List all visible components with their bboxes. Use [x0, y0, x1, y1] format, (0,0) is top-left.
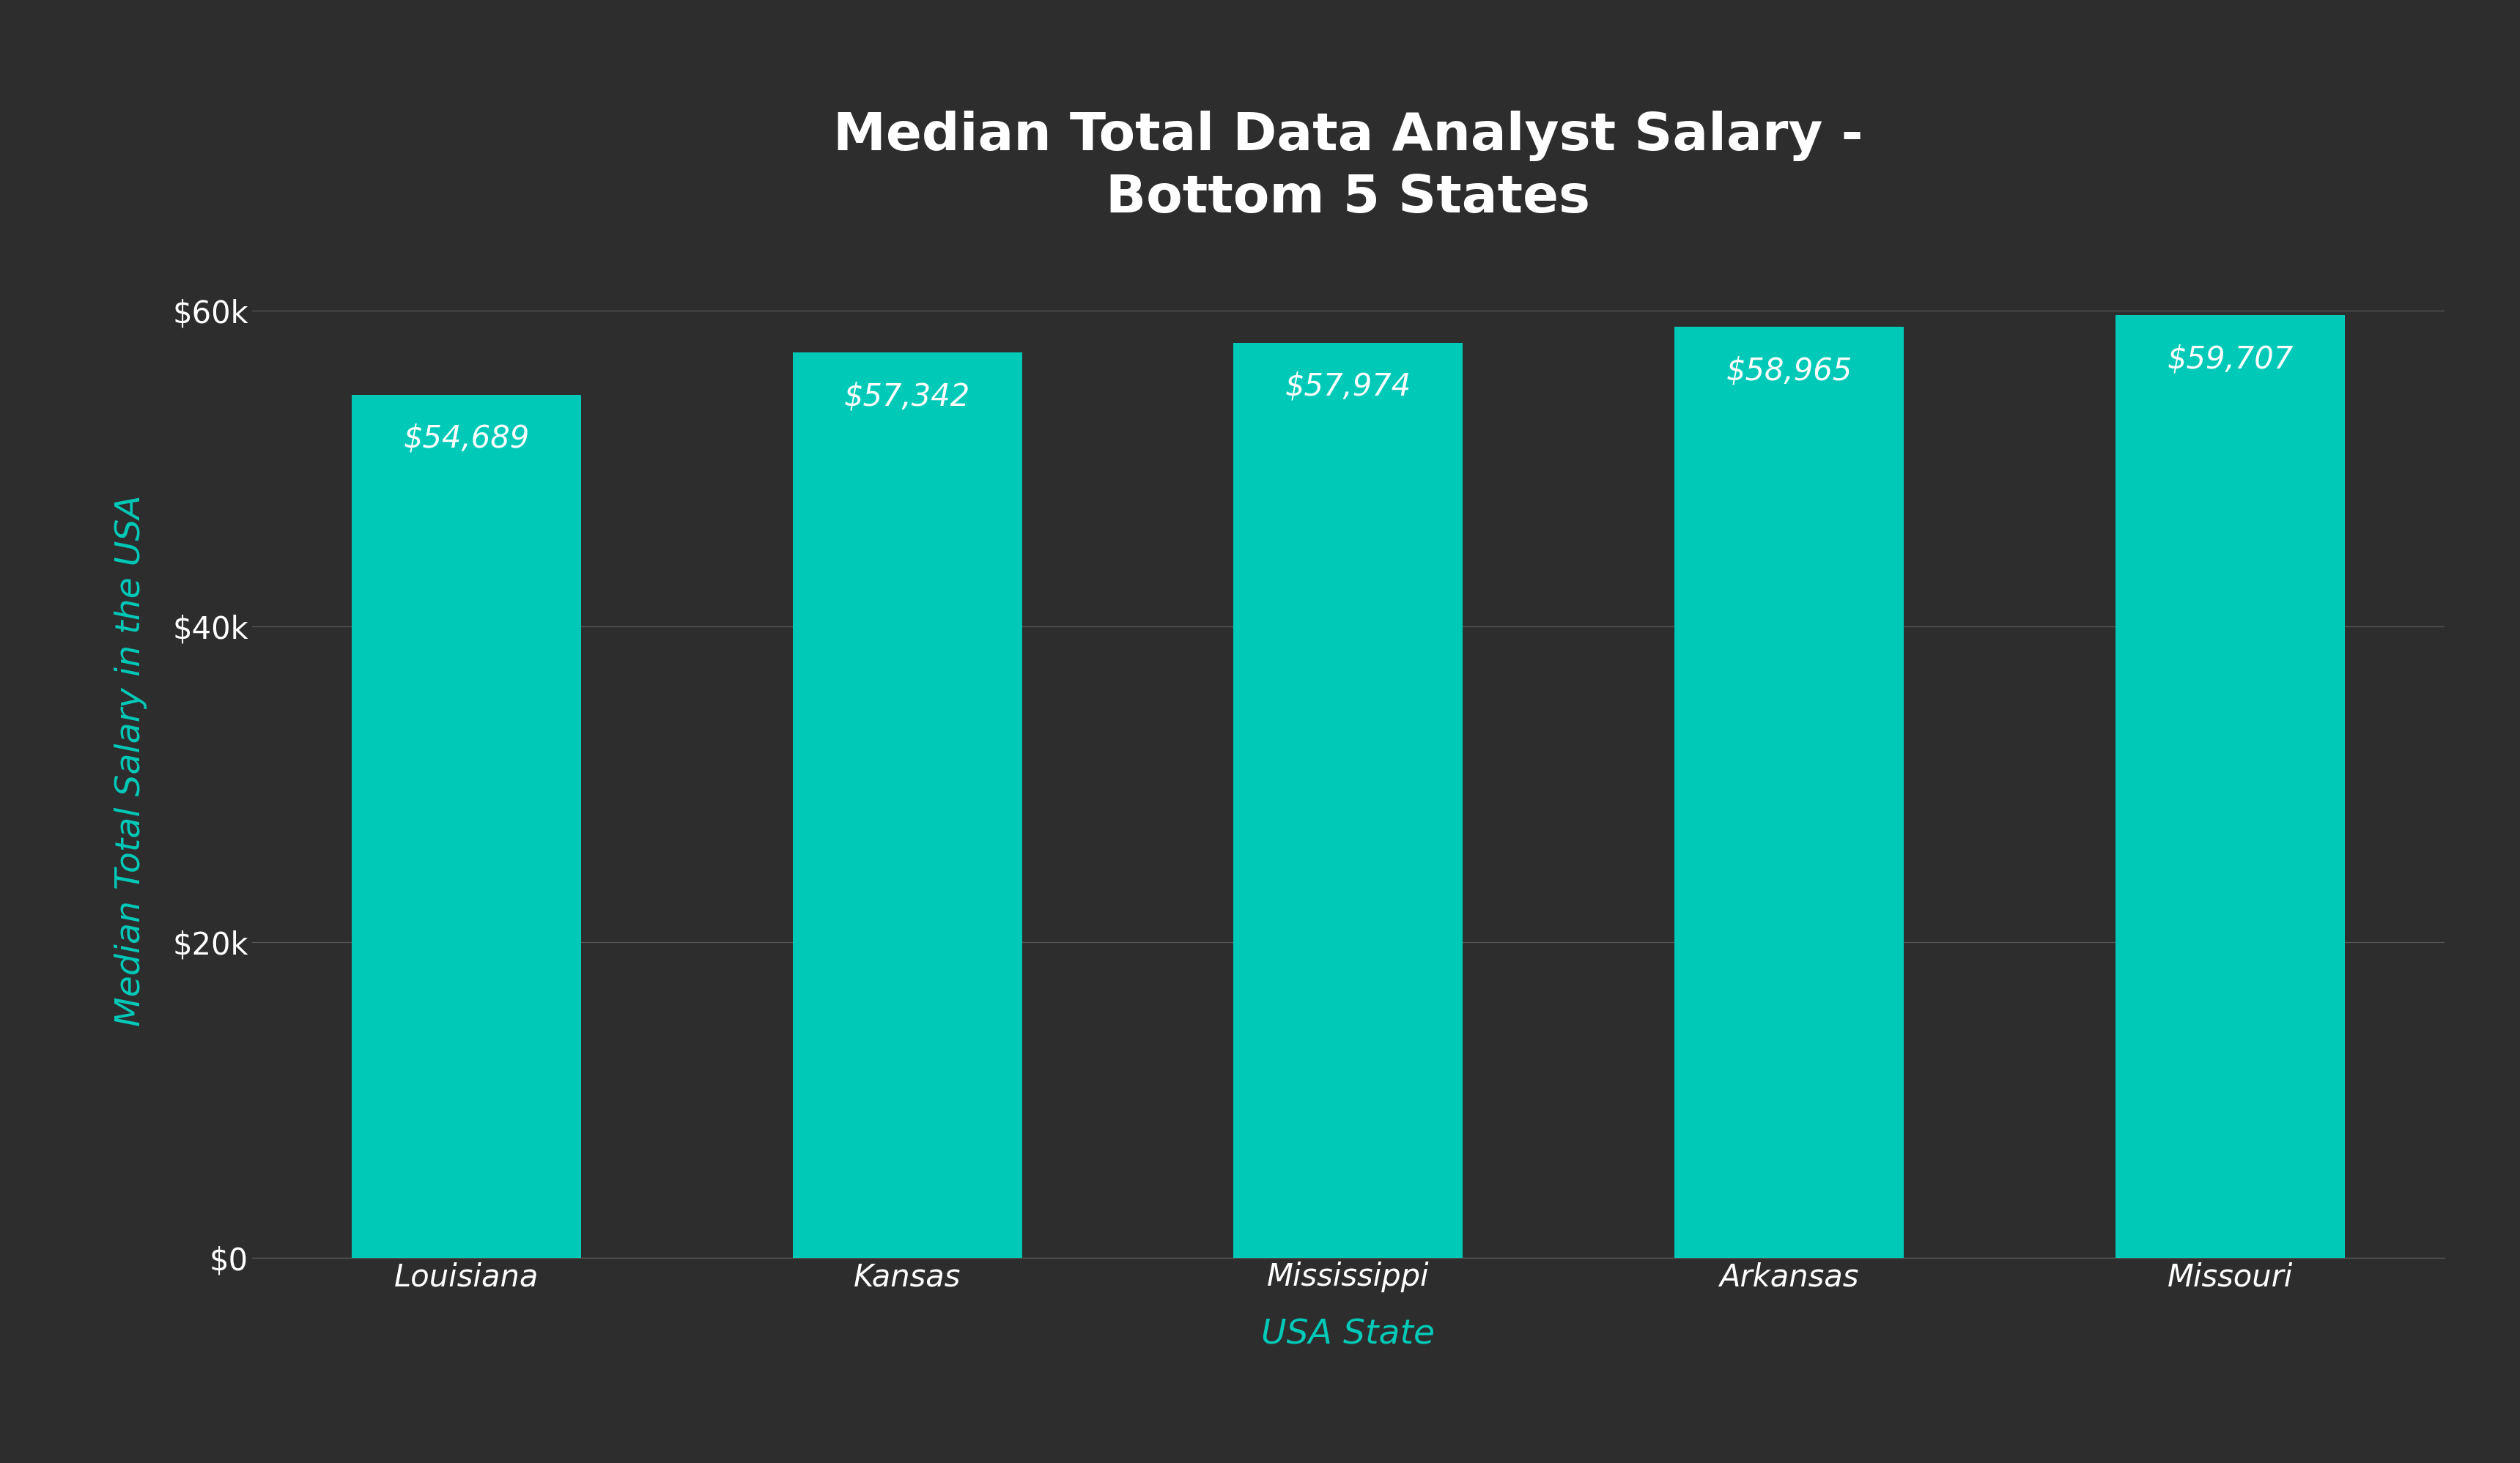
Title: Median Total Data Analyst Salary -
Bottom 5 States: Median Total Data Analyst Salary - Botto…: [834, 111, 1862, 224]
Text: $57,342: $57,342: [844, 380, 970, 413]
Text: $59,707: $59,707: [2167, 344, 2293, 375]
Text: $54,689: $54,689: [403, 423, 529, 454]
Y-axis label: Median Total Salary in the USA: Median Total Salary in the USA: [113, 494, 146, 1027]
Bar: [2114, 316, 2344, 1258]
Bar: [1673, 328, 1903, 1258]
Text: $57,974: $57,974: [1285, 372, 1411, 402]
Bar: [353, 395, 582, 1258]
Text: $58,965: $58,965: [1726, 356, 1852, 386]
Bar: [794, 353, 1023, 1258]
Bar: [1235, 342, 1462, 1258]
X-axis label: USA State: USA State: [1263, 1318, 1434, 1350]
